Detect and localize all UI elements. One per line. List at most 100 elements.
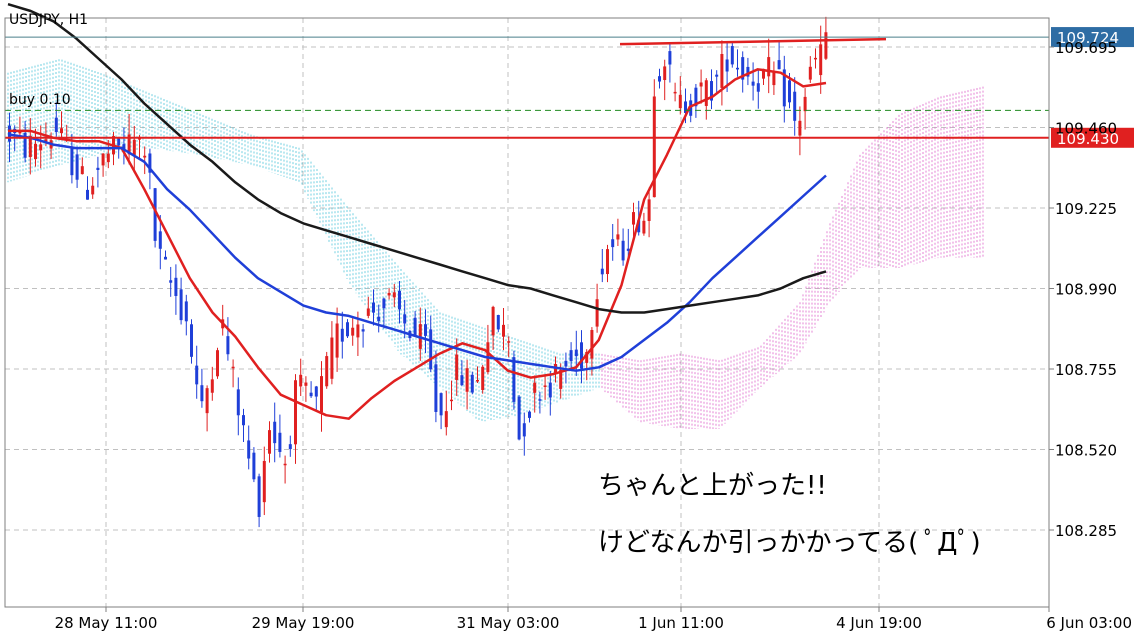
candle[interactable] [44, 139, 48, 143]
candle[interactable] [132, 139, 136, 156]
candle[interactable] [642, 220, 646, 234]
candle[interactable] [143, 155, 147, 158]
candle[interactable] [236, 389, 240, 416]
candle[interactable] [101, 153, 105, 166]
candle[interactable] [190, 324, 193, 357]
candle[interactable] [54, 117, 58, 133]
candle[interactable] [580, 342, 583, 369]
candle[interactable] [106, 153, 110, 163]
candle[interactable] [262, 460, 266, 503]
candle[interactable] [673, 91, 677, 94]
candle[interactable] [777, 60, 781, 70]
candle[interactable] [730, 46, 734, 65]
candle[interactable] [637, 220, 641, 233]
candle[interactable] [460, 375, 464, 386]
candle[interactable] [325, 356, 329, 387]
candle[interactable] [148, 153, 152, 173]
candle[interactable] [782, 69, 786, 107]
candle[interactable] [600, 268, 604, 275]
candle[interactable] [231, 366, 235, 369]
candle[interactable] [741, 57, 745, 80]
candle[interactable] [699, 82, 703, 87]
candle[interactable] [117, 137, 121, 146]
candle[interactable] [819, 44, 823, 76]
candle[interactable] [455, 354, 459, 380]
candle[interactable] [335, 323, 339, 358]
time-axis[interactable]: 28 May 11:00 29 May 19:00 31 May 03:00 1 Ju… [55, 607, 1132, 632]
candle[interactable] [793, 91, 797, 121]
candle[interactable] [278, 432, 282, 452]
candle[interactable] [756, 83, 760, 92]
candle[interactable] [606, 249, 609, 275]
candle[interactable] [569, 350, 573, 362]
candle[interactable] [772, 71, 776, 86]
resistance-trendline[interactable] [619, 37, 887, 46]
candle[interactable] [465, 368, 469, 392]
candle[interactable] [548, 382, 552, 398]
candle[interactable] [200, 385, 204, 402]
candle[interactable] [585, 351, 589, 363]
candle[interactable] [403, 314, 407, 324]
candle[interactable] [694, 87, 698, 107]
candle[interactable] [663, 66, 667, 81]
candle[interactable] [273, 421, 277, 444]
candle[interactable] [392, 292, 396, 298]
candle[interactable] [788, 80, 791, 103]
candle[interactable] [366, 308, 370, 316]
candle[interactable] [481, 366, 485, 390]
candle[interactable] [288, 444, 292, 450]
candle[interactable] [226, 336, 230, 355]
candle[interactable] [533, 382, 537, 393]
candle[interactable] [299, 374, 303, 387]
candle[interactable] [668, 51, 672, 65]
candle[interactable] [751, 81, 755, 86]
candle[interactable] [798, 120, 802, 136]
candle[interactable] [803, 96, 807, 112]
candle[interactable] [242, 415, 245, 426]
candle[interactable] [512, 357, 516, 402]
candle[interactable] [252, 452, 256, 480]
candle[interactable] [590, 330, 594, 359]
candle[interactable] [715, 74, 719, 77]
candle[interactable] [710, 81, 713, 101]
candle[interactable] [647, 199, 651, 221]
candle[interactable] [736, 67, 739, 70]
candle[interactable] [424, 324, 427, 336]
candle[interactable] [632, 212, 635, 225]
candles[interactable] [8, 16, 828, 528]
candle[interactable] [387, 292, 391, 296]
candle[interactable] [356, 324, 360, 338]
candle[interactable] [538, 399, 542, 401]
candle[interactable] [678, 94, 682, 109]
candle[interactable] [491, 306, 495, 336]
candle[interactable] [689, 100, 693, 116]
candle[interactable] [616, 234, 620, 240]
candle[interactable] [413, 317, 417, 336]
candle[interactable] [257, 476, 261, 517]
candle[interactable] [210, 379, 214, 393]
candle[interactable] [320, 376, 323, 413]
candle[interactable] [174, 277, 178, 296]
candle[interactable] [34, 143, 37, 160]
candle[interactable] [361, 329, 365, 332]
candle[interactable] [434, 364, 438, 412]
candle[interactable] [70, 148, 74, 176]
candle[interactable] [808, 66, 812, 80]
candle[interactable] [164, 256, 167, 260]
candle[interactable] [340, 328, 344, 342]
candle[interactable] [595, 299, 599, 327]
candle[interactable] [153, 188, 157, 241]
candle[interactable] [283, 463, 287, 466]
candle[interactable] [824, 32, 828, 59]
candle[interactable] [314, 386, 318, 397]
candle[interactable] [247, 440, 251, 459]
candle[interactable] [574, 349, 578, 357]
candle[interactable] [382, 298, 386, 309]
candle[interactable] [169, 280, 173, 283]
candle[interactable] [372, 302, 375, 313]
candle[interactable] [564, 360, 568, 367]
candle[interactable] [762, 68, 765, 79]
price-axis[interactable]: 109.724 109.430 109.695 109.460 109.225 108.9… [1049, 27, 1134, 540]
candle[interactable] [444, 411, 448, 428]
